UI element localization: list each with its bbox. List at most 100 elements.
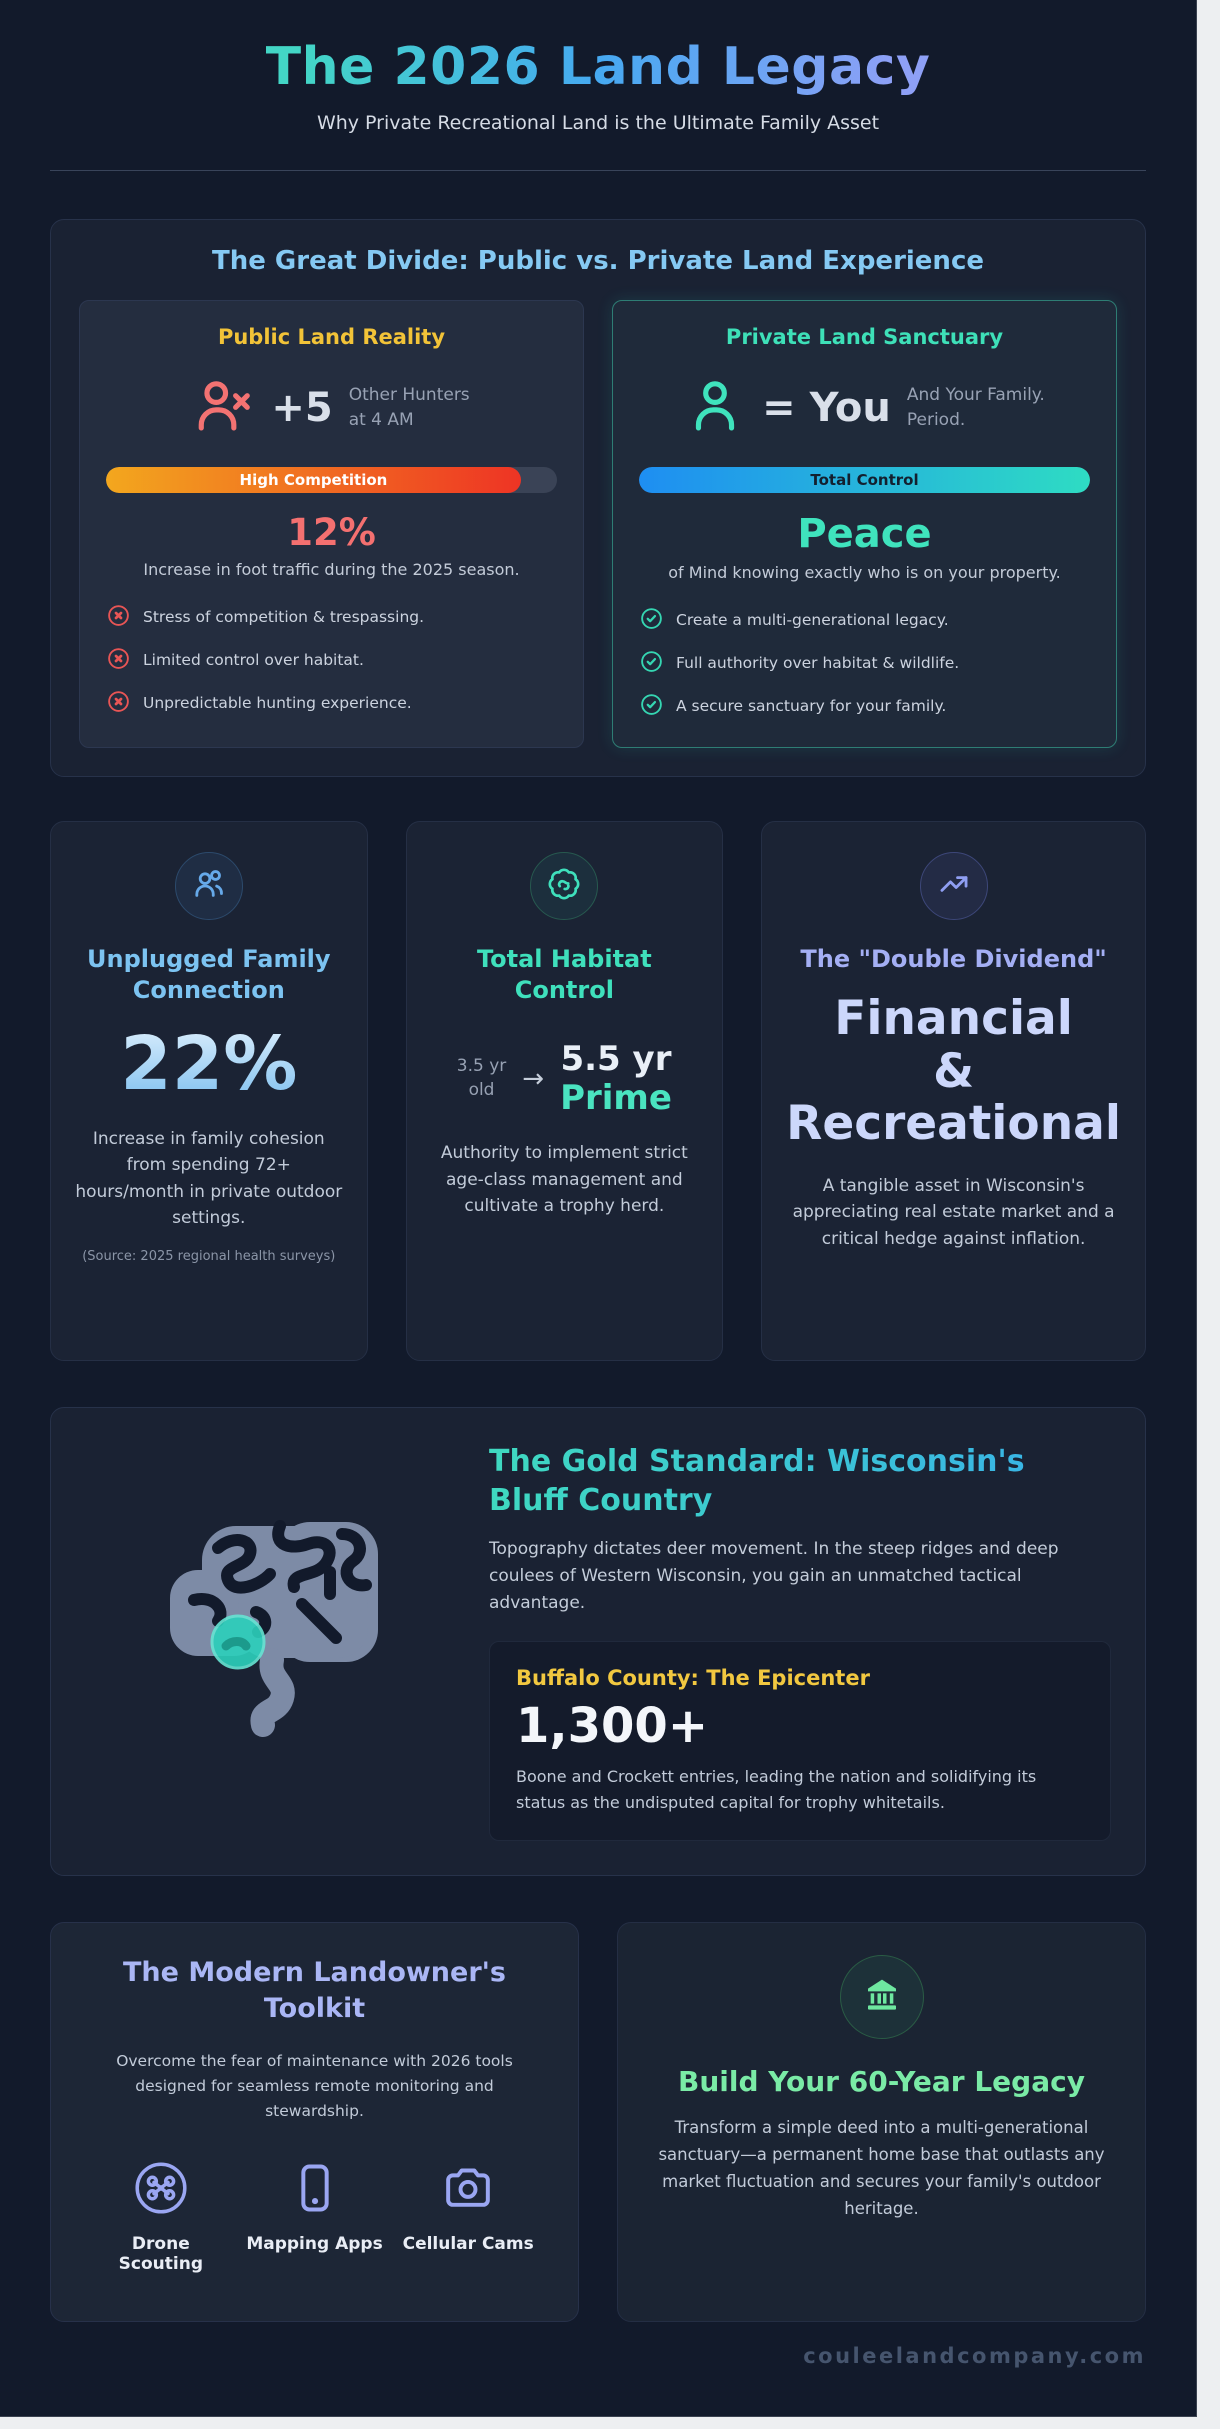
public-drawbacks-list: Stress of competition & trespassing. Lim… [106,603,557,718]
tool-cams: Cellular Cams [396,2160,540,2274]
family-users-icon [192,867,226,905]
habitat-control-card: Total Habitat Control 3.5 yr old → 5.5 y… [405,820,724,1361]
private-stat-caption-line1: And Your Family. [906,385,1045,406]
list-item: A secure sanctuary for your family. [639,692,1090,721]
family-stat-description: Increase in family cohesion from spendin… [75,1128,343,1228]
public-stat-value: +5 [271,384,333,431]
check-circle-icon [639,692,664,721]
dividend-value-line3: Recreational [786,1096,1121,1152]
legacy-title: Build Your 60-Year Legacy [678,2064,1085,2098]
tool-label: Drone Scouting [118,2233,203,2274]
check-circle-icon [639,606,664,635]
list-item-text: Create a multi-generational legacy. [676,611,949,630]
private-metric-caption: of Mind knowing exactly who is on your p… [668,562,1061,582]
list-item: Full authority over habitat & wildlife. [639,649,1090,678]
drone-icon [133,2160,189,2220]
public-stat-row: +5 Other Hunters at 4 AM [106,375,557,441]
age-from-value: 3.5 yr [456,1056,507,1077]
legacy-description: Transform a simple deed into a multi-gen… [658,2117,1105,2219]
buffalo-county-title: Buffalo County: The Epicenter [516,1666,870,1691]
infographic-page: The 2026 Land Legacy Why Private Recreat… [0,0,1197,2417]
family-stat-source: (Source: 2025 regional health surveys) [82,1249,336,1265]
camera-icon [440,2160,496,2220]
family-card-title: Unplugged Family Connection [87,944,331,1004]
list-item-text: Stress of competition & trespassing. [143,608,425,627]
tool-label: Cellular Cams [402,2233,534,2254]
control-bar-track: Total Control [639,466,1090,493]
tool-label: Mapping Apps [246,2233,383,2254]
control-bar-fill: Total Control [639,466,1090,493]
dividend-value: Financial & Recreational [786,992,1121,1152]
age-to-value: 5.5 yr [560,1039,672,1080]
buffalo-county-card: Buffalo County: The Epicenter 1,300+ Boo… [489,1641,1111,1841]
list-item-text: A secure sanctuary for your family. [676,697,947,716]
toolkit-card: The Modern Landowner's Toolkit Overcome … [50,1921,579,2322]
private-card-title: Private Land Sanctuary [725,324,1004,349]
list-item: Create a multi-generational legacy. [639,606,1090,635]
arrow-right-icon: → [522,1064,545,1095]
stats-row: Unplugged Family Connection 22% Increase… [50,820,1146,1361]
user-icon [684,375,746,441]
tool-mapping: Mapping Apps [243,2160,387,2274]
gold-standard-description: Topography dictates deer movement. In th… [489,1538,1059,1614]
public-metric-caption: Increase in foot traffic during the 2025… [143,559,520,579]
habitat-icon-bubble [530,851,599,920]
dividend-icon-bubble [919,851,988,920]
versus-section: The Great Divide: Public vs. Private Lan… [50,218,1146,777]
footer-url: couleelandcompany.com [803,2343,1146,2368]
badge-icon [547,867,581,905]
list-item: Unpredictable hunting experience. [106,689,557,718]
wisconsin-map-graphic [160,1508,390,1774]
private-benefits-list: Create a multi-generational legacy. Full… [639,606,1090,721]
versus-grid: Public Land Reality +5 Other Hunters [79,299,1117,748]
family-icon-bubble [174,851,243,920]
wisconsin-map [85,1508,465,1774]
check-circle-icon [639,649,664,678]
list-item: Stress of competition & trespassing. [106,603,557,632]
cross-circle-icon [106,603,131,632]
control-bar-label: Total Control [810,470,919,489]
public-stat-caption-line1: Other Hunters [348,385,470,406]
gold-standard-section: The Gold Standard: Wisconsin's Bluff Cou… [50,1406,1146,1876]
public-card-title: Public Land Reality [217,324,446,349]
family-connection-card: Unplugged Family Connection 22% Increase… [50,820,368,1361]
buffalo-county-description: Boone and Crockett entries, leading the … [516,1767,1037,1812]
tool-drone: Drone Scouting [89,2160,233,2274]
toolkit-tools: Drone Scouting Mapping Apps [85,2160,544,2274]
header-divider [50,169,1146,171]
list-item-text: Full authority over habitat & wildlife. [676,654,960,673]
bank-icon [862,1975,902,2019]
buffalo-county-value: 1,300+ [516,1698,709,1755]
trending-up-icon [937,867,971,905]
family-stat-value: 22% [120,1021,298,1108]
age-to: 5.5 yr Prime [560,1040,672,1118]
habitat-card-title: Total Habitat Control [476,944,652,1004]
age-from-label: old [468,1080,495,1101]
competition-bar-fill: High Competition [106,466,521,493]
public-land-card: Public Land Reality +5 Other Hunters [79,299,584,748]
public-stat-caption-line2: at 4 AM [348,409,414,430]
public-metric-value: 12% [287,510,376,554]
toolkit-description: Overcome the fear of maintenance with 20… [116,2052,513,2121]
bottom-row: The Modern Landowner's Toolkit Overcome … [50,1921,1146,2322]
public-stat-caption: Other Hunters at 4 AM [349,383,470,432]
habitat-description: Authority to implement strict age-class … [440,1143,688,1217]
competition-bar-track: High Competition [106,466,557,493]
private-metric-value: Peace [797,510,932,557]
competition-bar-label: High Competition [239,470,388,489]
user-x-icon [193,375,255,441]
age-to-label: Prime [560,1078,672,1119]
smartphone-icon [287,2160,343,2220]
private-stat-row: = You And Your Family. Period. [639,375,1090,441]
legacy-icon-bubble [839,1954,924,2039]
toolkit-title: The Modern Landowner's Toolkit [123,1956,506,2024]
page-content: The 2026 Land Legacy Why Private Recreat… [50,37,1146,2368]
cross-circle-icon [106,646,131,675]
gold-standard-heading: The Gold Standard: Wisconsin's Bluff Cou… [489,1442,1111,1520]
private-stat-value: = You [762,384,891,431]
dividend-card-title: The "Double Dividend" [800,944,1107,973]
legacy-card: Build Your 60-Year Legacy Transform a si… [617,1921,1146,2322]
page-title: The 2026 Land Legacy [265,37,931,97]
age-transformation: 3.5 yr old → 5.5 yr Prime [431,1040,699,1118]
list-item-text: Limited control over habitat. [143,651,364,670]
